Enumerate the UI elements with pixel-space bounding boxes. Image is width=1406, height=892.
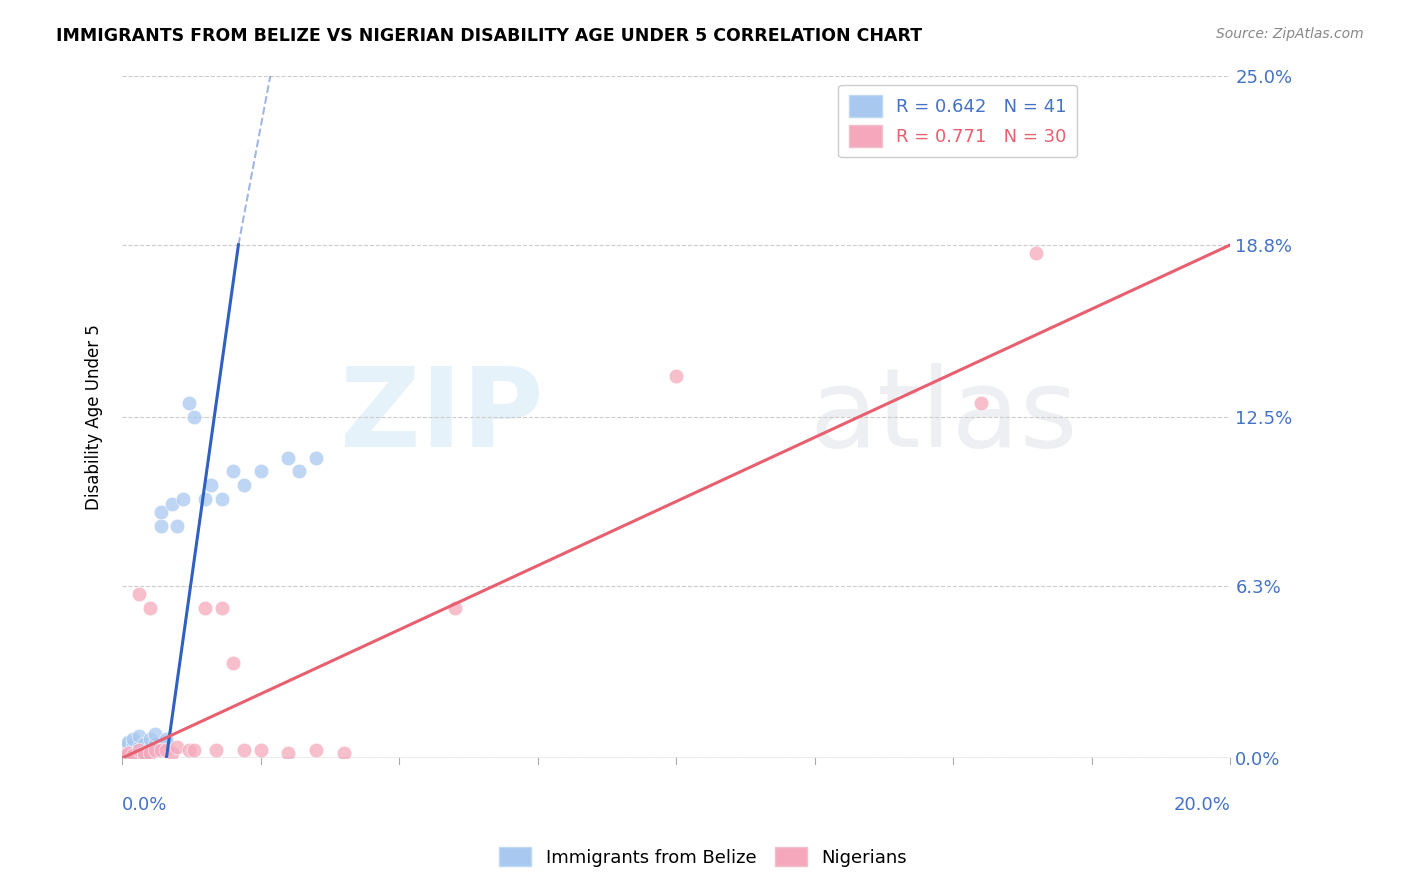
Point <box>222 464 245 478</box>
Point <box>149 519 172 533</box>
Text: 20.0%: 20.0% <box>1174 797 1230 814</box>
Point <box>1025 246 1047 260</box>
Point <box>117 738 139 752</box>
Point <box>128 743 150 757</box>
Point <box>183 409 205 424</box>
Point <box>249 464 271 478</box>
Point <box>117 743 139 757</box>
Point <box>128 729 150 743</box>
Point <box>117 748 139 763</box>
Point <box>122 743 145 757</box>
Text: ZIP: ZIP <box>340 363 543 470</box>
Point <box>166 519 188 533</box>
Point <box>139 746 162 760</box>
Point <box>665 368 688 383</box>
Point <box>205 743 228 757</box>
Point <box>149 743 172 757</box>
Point <box>233 478 256 492</box>
Legend: Immigrants from Belize, Nigerians: Immigrants from Belize, Nigerians <box>492 840 914 874</box>
Point <box>143 743 166 757</box>
Point <box>143 738 166 752</box>
Point <box>155 731 177 746</box>
Point <box>134 746 156 760</box>
Point <box>139 601 162 615</box>
Point <box>166 740 188 755</box>
Point <box>211 601 233 615</box>
Point <box>134 738 156 752</box>
Point <box>443 601 465 615</box>
Point <box>277 746 299 760</box>
Point <box>128 746 150 760</box>
Point <box>177 743 200 757</box>
Point <box>249 743 271 757</box>
Point <box>233 743 256 757</box>
Point <box>128 587 150 601</box>
Point <box>200 478 222 492</box>
Point <box>120 748 142 763</box>
Point <box>117 740 139 755</box>
Point <box>160 746 183 760</box>
Text: Source: ZipAtlas.com: Source: ZipAtlas.com <box>1216 27 1364 41</box>
Point <box>122 748 145 763</box>
Point <box>160 497 183 511</box>
Point <box>120 746 142 760</box>
Point <box>122 748 145 763</box>
Point <box>143 726 166 740</box>
Point <box>222 656 245 670</box>
Point <box>277 450 299 465</box>
Point <box>122 731 145 746</box>
Point <box>114 748 136 763</box>
Text: IMMIGRANTS FROM BELIZE VS NIGERIAN DISABILITY AGE UNDER 5 CORRELATION CHART: IMMIGRANTS FROM BELIZE VS NIGERIAN DISAB… <box>56 27 922 45</box>
Point <box>117 746 139 760</box>
Point <box>139 731 162 746</box>
Point <box>134 743 156 757</box>
Point <box>114 748 136 763</box>
Point <box>117 746 139 760</box>
Point <box>211 491 233 506</box>
Text: 0.0%: 0.0% <box>122 797 167 814</box>
Point <box>172 491 194 506</box>
Point <box>114 746 136 760</box>
Point <box>177 396 200 410</box>
Point <box>332 746 354 760</box>
Point <box>183 743 205 757</box>
Point <box>149 505 172 519</box>
Point <box>288 464 311 478</box>
Text: atlas: atlas <box>810 363 1078 470</box>
Point <box>194 601 217 615</box>
Y-axis label: Disability Age Under 5: Disability Age Under 5 <box>86 324 103 509</box>
Point <box>305 450 328 465</box>
Point <box>122 738 145 752</box>
Point <box>134 748 156 763</box>
Point <box>970 396 993 410</box>
Point <box>117 748 139 763</box>
Point <box>305 743 328 757</box>
Point <box>155 743 177 757</box>
Point <box>155 735 177 749</box>
Point <box>128 740 150 755</box>
Point <box>139 740 162 755</box>
Point <box>194 491 217 506</box>
Point <box>117 735 139 749</box>
Legend: R = 0.642   N = 41, R = 0.771   N = 30: R = 0.642 N = 41, R = 0.771 N = 30 <box>838 85 1077 158</box>
